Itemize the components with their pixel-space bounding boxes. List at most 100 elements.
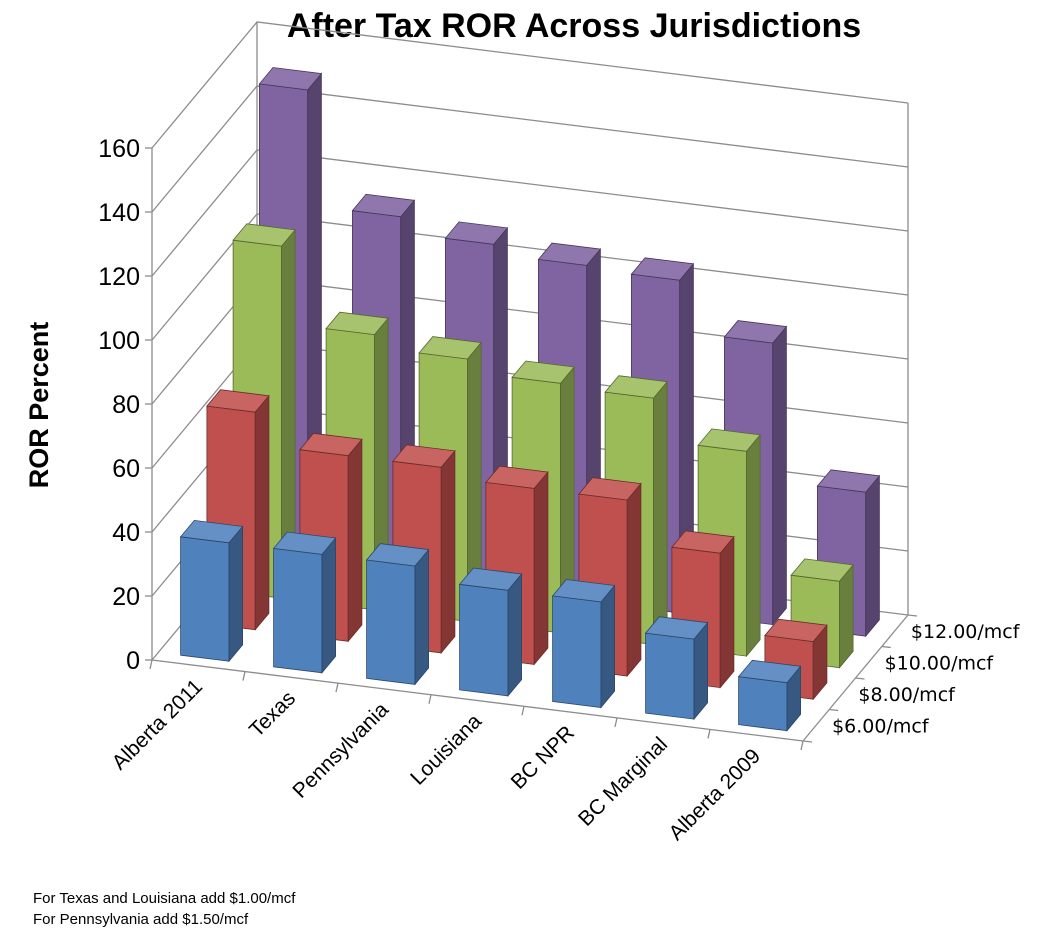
x-tick-label: Alberta 2009 xyxy=(665,744,765,844)
y-axis-ticks: 0 20 40 60 80 100 120 140 160 xyxy=(98,135,152,675)
y-axis-title: ROR Percent xyxy=(24,322,54,489)
bar-top-face xyxy=(299,432,363,457)
x-tick-mark xyxy=(614,717,618,727)
depth-axis-label: $10.00/mcf xyxy=(885,652,995,674)
x-tick-mark xyxy=(428,694,432,704)
bar-top-face xyxy=(365,543,430,567)
bar-top-face xyxy=(418,336,482,360)
bar-side-face xyxy=(772,325,787,626)
bar xyxy=(737,659,802,732)
y-tick-label: 60 xyxy=(112,455,140,483)
bar-top-face xyxy=(444,221,509,245)
bar-top-face xyxy=(630,257,695,281)
bar xyxy=(365,543,430,686)
bar-side-face xyxy=(839,563,854,669)
bar-front-face xyxy=(552,595,602,708)
x-tick-label: Texas xyxy=(245,687,300,742)
y-tick-label: 100 xyxy=(98,327,140,355)
depth-tick-mark xyxy=(855,677,865,680)
x-tick-mark xyxy=(242,671,246,681)
footnote-1: For Texas and Louisiana add $1.00/mcf xyxy=(33,890,296,907)
bar-side-face xyxy=(626,482,642,678)
depth-axis: $6.00/mcf $8.00/mcf $10.00/mcf $12.00/mcf xyxy=(802,614,1021,743)
bar-top-face xyxy=(485,465,549,489)
bar xyxy=(458,567,523,698)
bar-top-face xyxy=(671,530,735,554)
y-tick-label: 120 xyxy=(98,263,140,291)
bar-side-face xyxy=(507,572,522,698)
y-tick-label: 20 xyxy=(112,583,140,611)
chart-title: After Tax ROR Across Jurisdictions xyxy=(287,7,861,45)
bar-front-face xyxy=(738,676,788,732)
x-tick-mark xyxy=(521,706,525,716)
bar-top-face xyxy=(790,558,854,582)
y-tick-label: 160 xyxy=(98,135,140,163)
y-tick-label: 80 xyxy=(112,391,140,419)
bar-top-face xyxy=(697,428,761,452)
bar xyxy=(179,519,244,663)
depth-axis-label: $6.00/mcf xyxy=(832,715,930,737)
bar-side-face xyxy=(254,394,270,631)
bar-side-face xyxy=(321,536,337,674)
x-tick-mark xyxy=(335,683,339,693)
bar-side-face xyxy=(228,525,244,663)
depth-axis-label: $8.00/mcf xyxy=(858,684,956,706)
bar-top-face xyxy=(816,469,881,493)
bar-top-face xyxy=(179,519,244,544)
depth-tick-mark xyxy=(907,614,918,617)
x-tick-mark xyxy=(707,729,711,739)
bar xyxy=(272,531,337,674)
depth-tick-mark xyxy=(829,708,839,712)
bar-side-face xyxy=(865,474,880,638)
bar-top-face xyxy=(325,311,389,336)
bar-front-face xyxy=(645,632,695,720)
bars xyxy=(179,67,881,732)
y-tick-label: 40 xyxy=(112,519,140,547)
bar-top-face xyxy=(351,193,416,218)
bar-top-face xyxy=(537,242,602,266)
bar-top-face xyxy=(232,223,296,247)
bar-top-face xyxy=(737,659,802,684)
bar-top-face xyxy=(604,375,668,399)
depth-tick-mark xyxy=(881,645,891,649)
bar-top-face xyxy=(258,67,323,91)
bar-top-face xyxy=(644,616,709,640)
bar-side-face xyxy=(440,449,456,655)
depth-tick-mark xyxy=(802,740,813,743)
x-tick-label: Louisiana xyxy=(406,710,486,790)
bar-front-face xyxy=(180,536,230,662)
bar-front-face xyxy=(459,583,509,697)
bar-top-face xyxy=(511,360,575,384)
bar-top-face xyxy=(206,389,270,413)
x-tick-label: Pennsylvania xyxy=(288,698,393,803)
bar-side-face xyxy=(347,438,363,643)
bar-top-face xyxy=(578,477,642,501)
x-tick-mark xyxy=(800,740,804,751)
y-tick-label: 0 xyxy=(126,647,140,675)
bar-front-face xyxy=(366,559,416,685)
bar xyxy=(644,616,709,721)
x-tick-label: Alberta 2011 xyxy=(108,675,207,774)
bar-top-face xyxy=(458,567,523,591)
bar-top-face xyxy=(551,579,616,603)
y-tick-label: 140 xyxy=(98,199,140,227)
footnotes: For Texas and Louisiana add $1.00/mcf Fo… xyxy=(33,890,296,928)
bar xyxy=(551,579,616,709)
bar-top-face xyxy=(272,531,337,555)
depth-axis-label: $12.00/mcf xyxy=(911,621,1021,643)
x-tick-label: BC Marginal xyxy=(574,733,672,831)
footnote-2: For Pennsylvania add $1.50/mcf xyxy=(33,911,249,928)
bar-top-face xyxy=(764,618,828,643)
bar-side-face xyxy=(600,584,615,709)
bar-top-face xyxy=(392,444,456,468)
x-tick-mark xyxy=(149,659,153,670)
x-tick-label: BC NPR xyxy=(507,721,579,793)
bar-side-face xyxy=(746,433,761,658)
bar-top-face xyxy=(723,320,788,344)
bar-front-face xyxy=(273,547,323,674)
bar-side-face xyxy=(533,471,549,666)
bar-side-face xyxy=(414,548,430,686)
bar-side-face xyxy=(719,535,735,689)
x-axis-line xyxy=(151,659,804,742)
